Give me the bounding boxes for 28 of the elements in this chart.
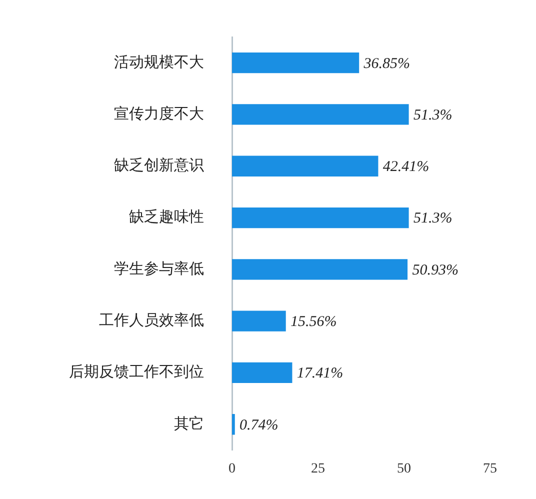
y-tick-label: 学生参与率低 [114, 260, 204, 278]
bar [232, 362, 292, 384]
y-tick-label: 活动规模不大 [114, 54, 204, 71]
data-label: 0.74% [240, 417, 278, 434]
bar [232, 310, 286, 332]
bar [232, 259, 408, 280]
bar [232, 414, 235, 435]
y-tick-label: 其它 [174, 415, 204, 432]
bar [232, 156, 378, 176]
data-label: 17.41% [296, 366, 344, 382]
data-label: 36.85% [362, 56, 410, 72]
y-tick-label: 工作人员效率低 [99, 312, 204, 330]
data-label: 50.93% [412, 262, 458, 278]
bar [232, 104, 409, 125]
x-tick-label: 0 [228, 461, 236, 476]
data-label: 42.41% [382, 159, 430, 176]
bar [232, 52, 360, 74]
data-label: 51.3% [413, 210, 452, 227]
bar [232, 207, 409, 228]
y-tick-label: 后期反馈工作不到位 [69, 364, 204, 381]
x-tick-label: 25 [311, 461, 325, 476]
y-tick-label: 宣传力度不大 [114, 105, 204, 122]
y-tick-label: 缺乏创新意识 [114, 157, 204, 174]
data-label: 15.56% [290, 314, 337, 330]
x-tick-label: 75 [483, 461, 497, 476]
data-label: 51.3% [413, 107, 452, 124]
x-tick-label: 50 [397, 461, 411, 476]
y-tick-label: 缺乏趣味性 [129, 208, 204, 226]
